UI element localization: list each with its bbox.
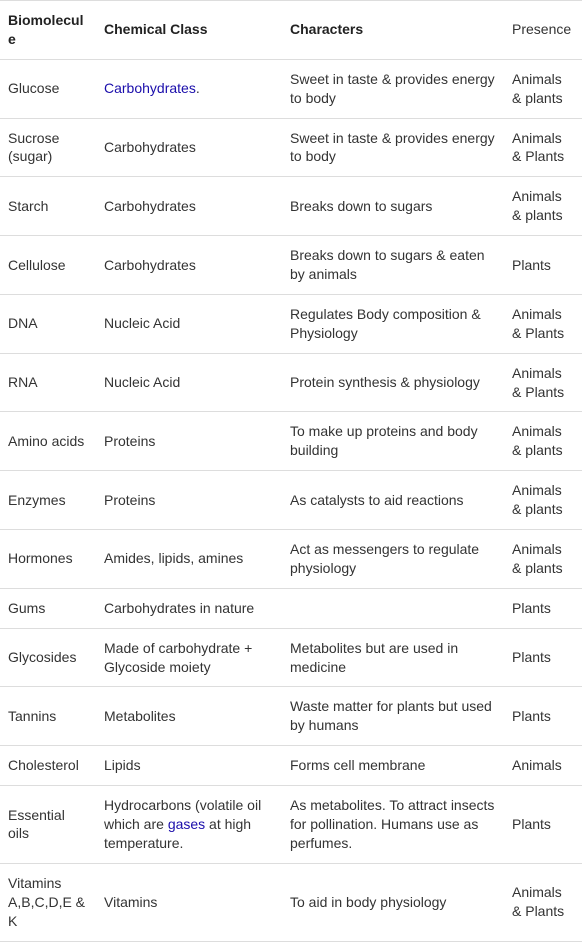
biomolecules-table: Biomolecule Chemical Class Characters Pr… (0, 0, 582, 942)
cell-characters: Breaks down to sugars (282, 177, 504, 236)
cell-biomolecule: Vitamins A,B,C,D,E & K (0, 863, 96, 941)
table-row: TanninsMetabolitesWaste matter for plant… (0, 687, 582, 746)
cell-characters: Protein synthesis & physiology (282, 353, 504, 412)
col-characters: Characters (282, 1, 504, 60)
cell-chemical-class: Amides, lipids, amines (96, 530, 282, 589)
table-row: GlycosidesMade of carbohydrate + Glycosi… (0, 628, 582, 687)
table-row: Vitamins A,B,C,D,E & KVitaminsTo aid in … (0, 863, 582, 941)
cell-presence: Plants (504, 687, 582, 746)
cell-presence: Animals & plants (504, 530, 582, 589)
cell-characters: As metabolites. To attract insects for p… (282, 786, 504, 864)
cell-chemical-class: Hydrocarbons (volatile oil which are gas… (96, 786, 282, 864)
cell-chemical-class: Carbohydrates (96, 118, 282, 177)
table-row: DNANucleic AcidRegulates Body compositio… (0, 294, 582, 353)
cell-chemical-class: Made of carbohydrate + Glycoside moiety (96, 628, 282, 687)
cell-biomolecule: Starch (0, 177, 96, 236)
cell-biomolecule: Essential oils (0, 786, 96, 864)
col-chemical-class: Chemical Class (96, 1, 282, 60)
cell-presence: Plants (504, 588, 582, 628)
cell-characters: As catalysts to aid reactions (282, 471, 504, 530)
cell-presence: Plants (504, 236, 582, 295)
cell-characters: Sweet in taste & provides energy to body (282, 118, 504, 177)
table-row: StarchCarbohydratesBreaks down to sugars… (0, 177, 582, 236)
cell-presence: Animals (504, 746, 582, 786)
cell-biomolecule: Cholesterol (0, 746, 96, 786)
cell-biomolecule: Amino acids (0, 412, 96, 471)
cell-biomolecule: Gums (0, 588, 96, 628)
cell-presence: Animals & Plants (504, 353, 582, 412)
table-row: CholesterolLipidsForms cell membraneAnim… (0, 746, 582, 786)
table-row: Amino acidsProteinsTo make up proteins a… (0, 412, 582, 471)
cell-presence: Animals & Plants (504, 863, 582, 941)
cell-presence: Animals & plants (504, 177, 582, 236)
cell-chemical-class: Nucleic Acid (96, 294, 282, 353)
cell-chemical-class: Lipids (96, 746, 282, 786)
table-row: GlucoseCarbohydrates.Sweet in taste & pr… (0, 59, 582, 118)
table-row: RNANucleic AcidProtein synthesis & physi… (0, 353, 582, 412)
table-row: Sucrose (sugar)CarbohydratesSweet in tas… (0, 118, 582, 177)
cell-presence: Animals & Plants (504, 118, 582, 177)
cell-presence: Animals & plants (504, 59, 582, 118)
cell-characters: Act as messengers to regulate physiology (282, 530, 504, 589)
cell-chemical-class: Nucleic Acid (96, 353, 282, 412)
cell-chemical-class: Carbohydrates. (96, 59, 282, 118)
table-header-row: Biomolecule Chemical Class Characters Pr… (0, 1, 582, 60)
cell-biomolecule: RNA (0, 353, 96, 412)
cell-characters: To aid in body physiology (282, 863, 504, 941)
table-row: EnzymesProteinsAs catalysts to aid react… (0, 471, 582, 530)
cell-characters: Forms cell membrane (282, 746, 504, 786)
cell-presence: Animals & plants (504, 471, 582, 530)
cell-presence: Animals & plants (504, 412, 582, 471)
col-biomolecule: Biomolecule (0, 1, 96, 60)
cell-characters: Regulates Body composition & Physiology (282, 294, 504, 353)
cell-characters: To make up proteins and body building (282, 412, 504, 471)
cell-presence: Animals & Plants (504, 294, 582, 353)
table-row: GumsCarbohydrates in nature Plants (0, 588, 582, 628)
cell-presence: Plants (504, 628, 582, 687)
table-row: HormonesAmides, lipids, aminesAct as mes… (0, 530, 582, 589)
cell-biomolecule: Glucose (0, 59, 96, 118)
cell-chemical-class: Proteins (96, 471, 282, 530)
chemical-class-link[interactable]: Carbohydrates (104, 80, 196, 96)
cell-characters: Sweet in taste & provides energy to body (282, 59, 504, 118)
cell-characters: Waste matter for plants but used by huma… (282, 687, 504, 746)
cell-biomolecule: Sucrose (sugar) (0, 118, 96, 177)
chemical-class-link[interactable]: gases (168, 816, 205, 832)
cell-characters (282, 588, 504, 628)
table-row: Essential oilsHydrocarbons (volatile oil… (0, 786, 582, 864)
cell-chemical-class: Carbohydrates (96, 177, 282, 236)
chemical-class-text: . (196, 80, 200, 96)
cell-chemical-class: Carbohydrates (96, 236, 282, 295)
cell-biomolecule: Hormones (0, 530, 96, 589)
cell-characters: Metabolites but are used in medicine (282, 628, 504, 687)
cell-biomolecule: DNA (0, 294, 96, 353)
col-presence: Presence (504, 1, 582, 60)
cell-biomolecule: Enzymes (0, 471, 96, 530)
cell-chemical-class: Carbohydrates in nature (96, 588, 282, 628)
cell-chemical-class: Vitamins (96, 863, 282, 941)
cell-biomolecule: Tannins (0, 687, 96, 746)
cell-biomolecule: Glycosides (0, 628, 96, 687)
table-row: CelluloseCarbohydratesBreaks down to sug… (0, 236, 582, 295)
cell-presence: Plants (504, 786, 582, 864)
cell-chemical-class: Metabolites (96, 687, 282, 746)
cell-chemical-class: Proteins (96, 412, 282, 471)
cell-biomolecule: Cellulose (0, 236, 96, 295)
cell-characters: Breaks down to sugars & eaten by animals (282, 236, 504, 295)
